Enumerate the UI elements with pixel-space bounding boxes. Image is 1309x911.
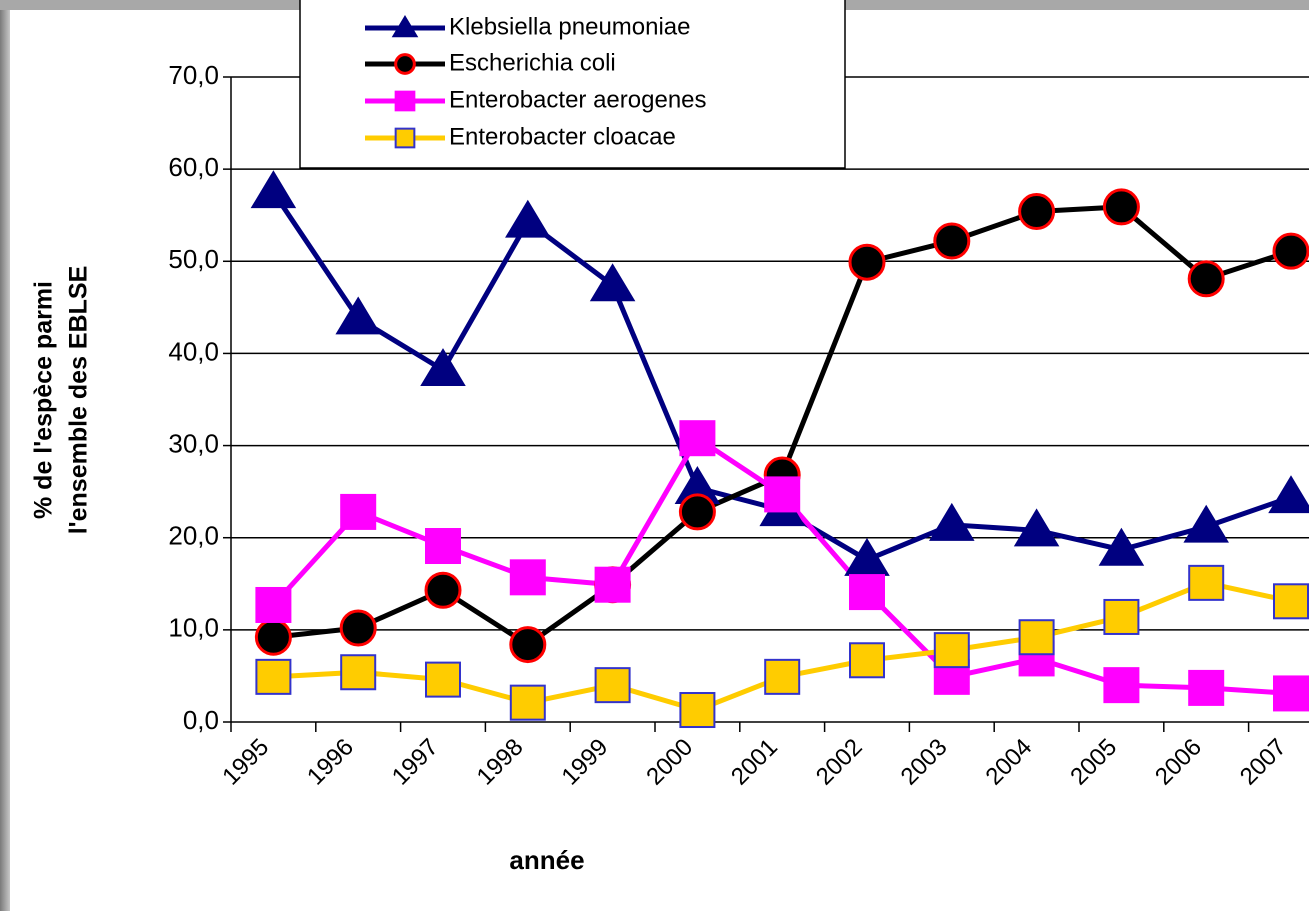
marker: [764, 658, 801, 695]
marker: [509, 684, 546, 721]
marker: [425, 661, 461, 698]
y-axis-title-line: l'ensemble des EBLSE: [65, 266, 93, 535]
marker: [1098, 527, 1145, 566]
legend-label: Enterobacter cloacae: [449, 123, 676, 150]
marker: [933, 632, 970, 669]
marker: [929, 502, 975, 541]
marker: [849, 574, 885, 611]
y-tick-label: 40,0: [168, 336, 219, 366]
marker: [1273, 675, 1309, 712]
marker: [255, 658, 292, 695]
y-tick-label: 60,0: [168, 152, 219, 182]
y-axis-title: % de l'espèce parmi l'ensemble des EBLSE: [30, 266, 93, 535]
marker: [848, 243, 886, 281]
marker: [594, 667, 631, 704]
marker: [1018, 619, 1055, 656]
y-tick-label: 0,0: [183, 705, 219, 735]
marker: [425, 528, 461, 565]
marker: [420, 348, 466, 387]
marker: [394, 127, 416, 149]
marker: [335, 296, 381, 335]
legend-label: Klebsiella pneumoniae: [449, 13, 691, 40]
marker: [1272, 232, 1309, 270]
marker: [594, 566, 631, 603]
marker: [339, 609, 377, 647]
legend-label: Enterobacter aerogenes: [449, 86, 707, 113]
marker: [340, 493, 377, 530]
marker: [250, 170, 297, 209]
marker: [679, 692, 716, 729]
y-tick-label: 70,0: [168, 60, 219, 90]
y-tick-label: 20,0: [168, 521, 219, 551]
legend: Klebsiella pneumoniae Escherichia coli Ent…: [299, 0, 846, 169]
marker: [1103, 667, 1140, 704]
marker: [391, 15, 419, 38]
marker: [509, 559, 546, 596]
marker: [1018, 193, 1056, 231]
marker: [678, 493, 716, 531]
y-tick-label: 10,0: [168, 613, 219, 643]
marker: [764, 476, 801, 513]
marker: [1102, 188, 1140, 226]
marker: [679, 420, 716, 457]
marker: [505, 199, 551, 238]
marker: [254, 618, 292, 656]
legend-label: Escherichia coli: [449, 49, 616, 76]
marker: [1188, 564, 1225, 601]
y-tick-label: 50,0: [168, 244, 219, 274]
marker: [1268, 475, 1309, 514]
marker: [1103, 598, 1140, 635]
y-tick-label: 30,0: [168, 428, 219, 458]
marker: [394, 53, 416, 75]
marker: [340, 654, 377, 691]
y-axis-title-line: % de l'espèce parmi: [30, 281, 58, 519]
x-axis-title: année: [509, 845, 584, 875]
marker: [1013, 508, 1060, 547]
marker: [255, 586, 292, 623]
marker: [509, 626, 547, 664]
marker: [424, 571, 462, 609]
marker: [849, 642, 885, 679]
marker: [1188, 669, 1225, 706]
marker: [394, 90, 416, 112]
marker: [1273, 583, 1309, 620]
marker: [589, 263, 636, 302]
marker: [933, 222, 971, 260]
marker: [1183, 504, 1229, 543]
marker: [1187, 260, 1225, 298]
